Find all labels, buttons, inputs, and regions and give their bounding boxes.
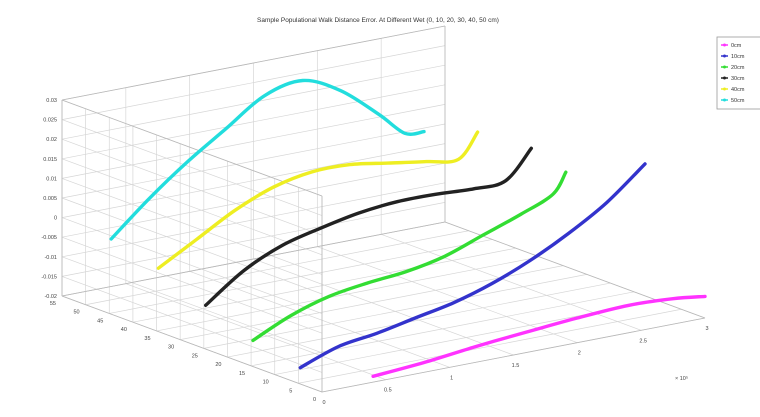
series-line-0cm [371,294,707,378]
axes-box-edge [61,99,323,197]
z-tick-label: 0.015 [43,157,57,163]
back-wall-grid-line [61,123,446,199]
legend-marker [723,87,726,91]
floor-grid-line [251,291,635,367]
side-wall-grid-line [61,256,323,354]
legend-entry: 0cm [731,43,742,49]
series-line-10cm [298,162,647,370]
legend-marker [723,43,726,47]
z-tick-label: -0.015 [41,274,57,280]
legend-marker [723,54,726,58]
back-wall-grid-line [61,84,446,160]
side-wall-grid-line [61,138,323,236]
side-wall-grid-line [61,178,323,275]
legend-entry: 50cm [731,98,745,104]
axes-box-edge [61,25,446,101]
series-line-50cm [109,78,426,241]
z-tick-label: -0.02 [44,294,57,300]
axes-box-edge [321,317,706,393]
floor-grid-line [85,230,469,306]
chart-title: Sample Populational Walk Distance Error.… [257,17,499,24]
floor-grid-line [109,239,493,314]
z-tick-label: 0.025 [43,118,57,124]
side-wall-grid-line [61,217,323,314]
z-tick-label: 0.01 [46,176,57,182]
series-line-40cm [156,130,480,270]
back-wall-grid-line [61,143,446,218]
y-tick-label: 25 [192,353,198,359]
z-tick-label: 0.005 [43,196,57,202]
y-tick-label: 0 [313,397,316,403]
legend: 0cm 10cm 20cm 30cm 40cm 50cm [716,36,760,110]
floor-grid-line [253,258,514,356]
y-tick-label: 55 [50,301,56,307]
y-tick-label: 35 [144,336,150,342]
legend-marker [723,76,726,80]
axes-box-edge [61,221,446,297]
y-tick-label: 10 [263,380,269,386]
axes-box-edge [61,295,323,393]
floor-grid-line [156,256,540,332]
x-tick-label: 2.5 [639,338,647,344]
grid-lines [61,25,706,393]
floor-grid-line [132,247,516,323]
side-wall-grid-line [61,236,323,334]
x-tick-label: 0.5 [384,388,392,394]
series-line-20cm [251,170,568,343]
legend-entry: 40cm [731,87,745,93]
axes-box-edge [444,221,706,319]
floor-grid-line [298,308,682,384]
legend-entry: 20cm [731,65,745,71]
x-tick-label: 0 [322,400,325,406]
legend-marker [723,65,726,69]
floor-grid-line [189,271,450,368]
side-wall-grid-line [61,276,323,373]
x-axis-multiplier: × 10⁵ [675,375,688,382]
y-tick-label: 50 [74,310,80,316]
back-wall-grid-line [61,202,446,277]
z-tick-label: -0.01 [44,255,57,261]
legend-box [716,36,760,110]
x-tick-label: 1 [450,375,453,381]
y-tick-label: 5 [289,388,292,394]
floor-grid-line [125,283,386,380]
legend-entry: 30cm [731,76,745,82]
side-wall-grid-line [61,197,323,295]
y-tick-label: 40 [121,327,127,333]
y-tick-label: 20 [215,362,221,368]
series-group [109,78,707,378]
series-line-30cm [204,146,533,307]
y-tick-label: 15 [239,371,245,377]
axes-box [61,25,706,393]
x-tick-label: 3 [705,326,708,332]
x-tick-label: 1.5 [512,363,520,369]
side-wall-grid-line [61,119,323,216]
y-tick-label: 45 [97,318,103,324]
z-tick-label: 0.02 [46,137,57,143]
legend-entry: 10cm [731,54,745,60]
y-tick-label: 30 [168,345,174,351]
z-tick-label: 0.03 [46,98,57,104]
z-tick-label: 0 [54,216,57,222]
z-tick-label: -0.005 [41,235,57,241]
back-wall-grid-line [61,45,446,120]
tick-labels: 00.511.522.5305101520253035404550550.030… [41,98,708,406]
legend-marker [723,98,726,102]
side-wall-grid-line [61,158,323,256]
x-tick-label: 2 [578,351,581,357]
floor-grid-line [203,274,587,349]
floor-grid-line [227,282,611,358]
back-wall-grid-line [61,182,446,258]
floor-grid-line [317,246,578,343]
